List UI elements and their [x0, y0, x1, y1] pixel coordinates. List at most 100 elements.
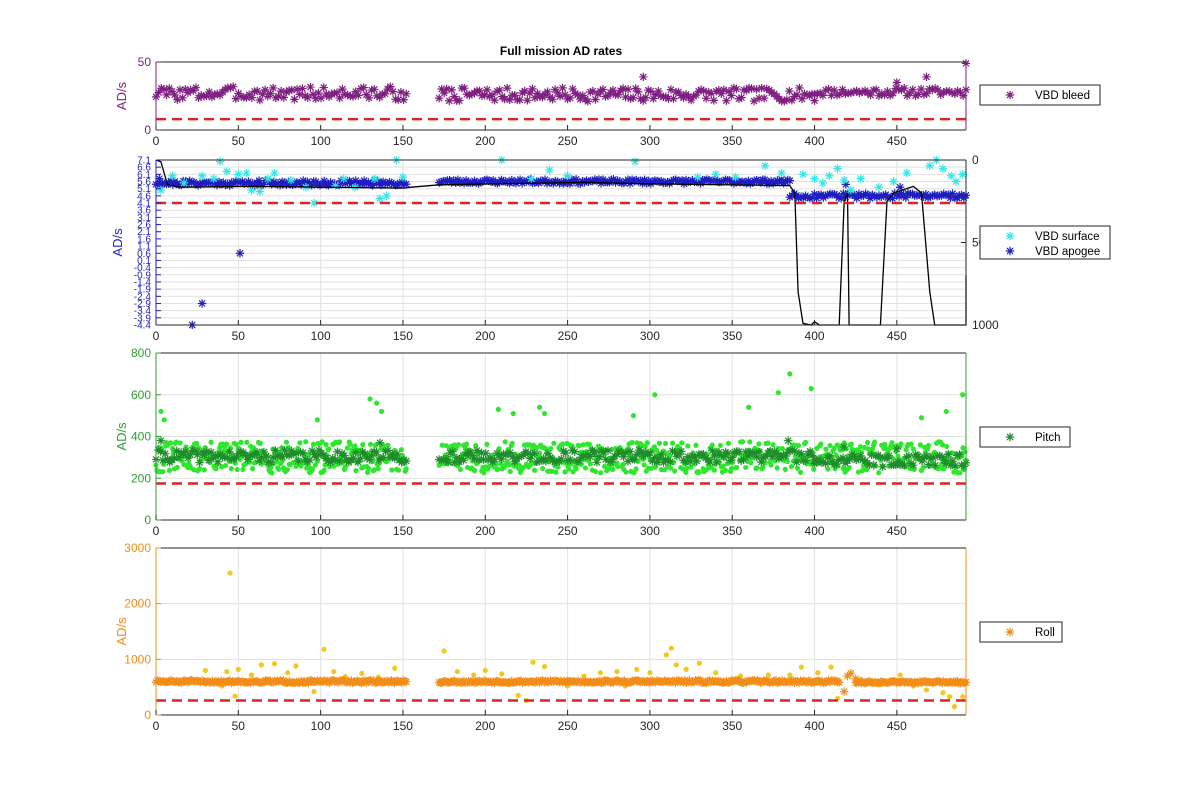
data-point [365, 465, 372, 472]
y-tick-label: 6.1 [137, 170, 151, 181]
data-point [195, 458, 204, 467]
data-point [330, 455, 340, 465]
data-point [248, 451, 257, 461]
data-point [158, 408, 164, 415]
data-point [174, 464, 180, 471]
data-point [497, 454, 506, 464]
y-tick-label: -0.4 [134, 263, 152, 274]
y-tick-label: 4.6 [137, 191, 151, 202]
y-tick-label: -0.9 [134, 270, 152, 281]
data-point [852, 194, 861, 203]
data-point [719, 452, 728, 461]
data-point [879, 191, 888, 200]
data-point [236, 447, 246, 456]
data-point [558, 83, 567, 93]
data-point [825, 451, 835, 461]
data-point [263, 174, 273, 183]
data-point [955, 450, 964, 459]
data-point [372, 447, 381, 457]
data-point [601, 455, 610, 464]
data-point [813, 89, 822, 98]
data-point [959, 462, 969, 471]
data-point [752, 452, 761, 462]
data-point [725, 440, 732, 446]
data-point [633, 466, 639, 472]
data-point [561, 448, 570, 458]
x-tick-label: 100 [311, 719, 331, 733]
data-point [807, 193, 817, 202]
data-point [390, 454, 399, 463]
y-tick-label: 1000 [124, 652, 151, 666]
data-point [948, 456, 958, 466]
data-point [339, 174, 348, 183]
data-point [347, 676, 356, 685]
data-point [356, 454, 365, 463]
data-point [922, 72, 931, 82]
data-point [618, 84, 628, 93]
y-tick-label: 0.6 [137, 249, 151, 260]
data-point [900, 83, 909, 93]
data-point [694, 87, 703, 96]
data-point [895, 183, 905, 192]
data-point [536, 404, 543, 410]
data-point [340, 90, 350, 99]
data-point [158, 456, 168, 465]
data-point [197, 299, 207, 308]
data-point [796, 192, 806, 202]
data-point [369, 676, 378, 685]
data-point [824, 84, 833, 94]
data-point [685, 457, 695, 466]
data-point [818, 178, 827, 188]
data-point [754, 465, 760, 471]
data-point [510, 410, 516, 417]
data-point [520, 86, 530, 96]
data-point [672, 468, 678, 474]
data-point [680, 466, 686, 472]
data-point [250, 466, 256, 472]
data-point [855, 469, 862, 475]
data-point [541, 663, 548, 670]
data-point [309, 466, 316, 472]
data-point [739, 178, 749, 187]
data-point [893, 457, 903, 466]
data-point [933, 85, 943, 95]
data-point [402, 179, 411, 189]
data-point [590, 448, 599, 457]
y-tick-label: 0 [144, 513, 151, 527]
data-point [814, 454, 824, 464]
data-point [154, 445, 163, 455]
data-point [805, 194, 815, 203]
data-point [223, 441, 230, 447]
data-point [891, 84, 901, 93]
data-point [777, 175, 786, 184]
data-point [448, 677, 458, 686]
data-point [782, 95, 792, 104]
data-point [486, 464, 492, 470]
data-point [243, 455, 253, 464]
data-point [213, 457, 223, 467]
data-point [367, 85, 376, 95]
data-point [714, 86, 724, 95]
data-point [154, 88, 163, 97]
series-pitch [152, 436, 970, 471]
data-point [709, 96, 718, 105]
data-point [748, 460, 754, 466]
data-point [767, 88, 776, 97]
data-point [788, 463, 795, 470]
data-point [614, 447, 624, 456]
data-point [884, 451, 894, 461]
data-point [571, 175, 581, 184]
data-point [213, 466, 219, 472]
series-roll [152, 669, 970, 696]
data-point [699, 86, 708, 96]
y-tick-label: 2.6 [137, 220, 151, 231]
data-point [630, 157, 640, 166]
data-point [508, 452, 517, 462]
data-point [791, 442, 798, 448]
data-point [917, 442, 923, 448]
data-point [841, 180, 851, 189]
x-tick-label: 50 [232, 134, 246, 148]
data-point [902, 168, 911, 178]
data-point [252, 86, 262, 96]
data-point [205, 87, 214, 97]
